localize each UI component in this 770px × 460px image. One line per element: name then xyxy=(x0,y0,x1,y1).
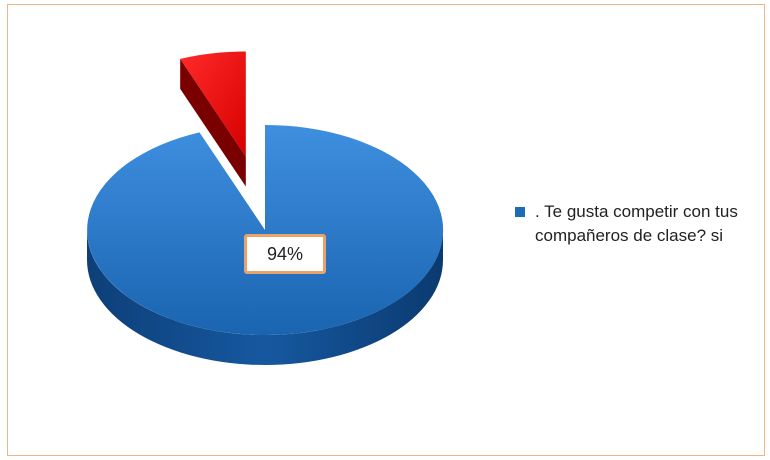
data-label-text: 94% xyxy=(266,243,304,264)
pie-slice-6 xyxy=(180,51,246,157)
legend-swatch xyxy=(515,207,525,217)
legend-entry-label: . Te gusta competir con tus compañeros d… xyxy=(535,202,738,245)
pie-slice-side-6 xyxy=(180,58,246,187)
legend: . Te gusta competir con tus compañeros d… xyxy=(515,200,750,248)
data-label-94: 94% xyxy=(244,234,326,274)
pie-slice-side-94 xyxy=(87,230,443,365)
pie-slice-94 xyxy=(87,124,444,335)
